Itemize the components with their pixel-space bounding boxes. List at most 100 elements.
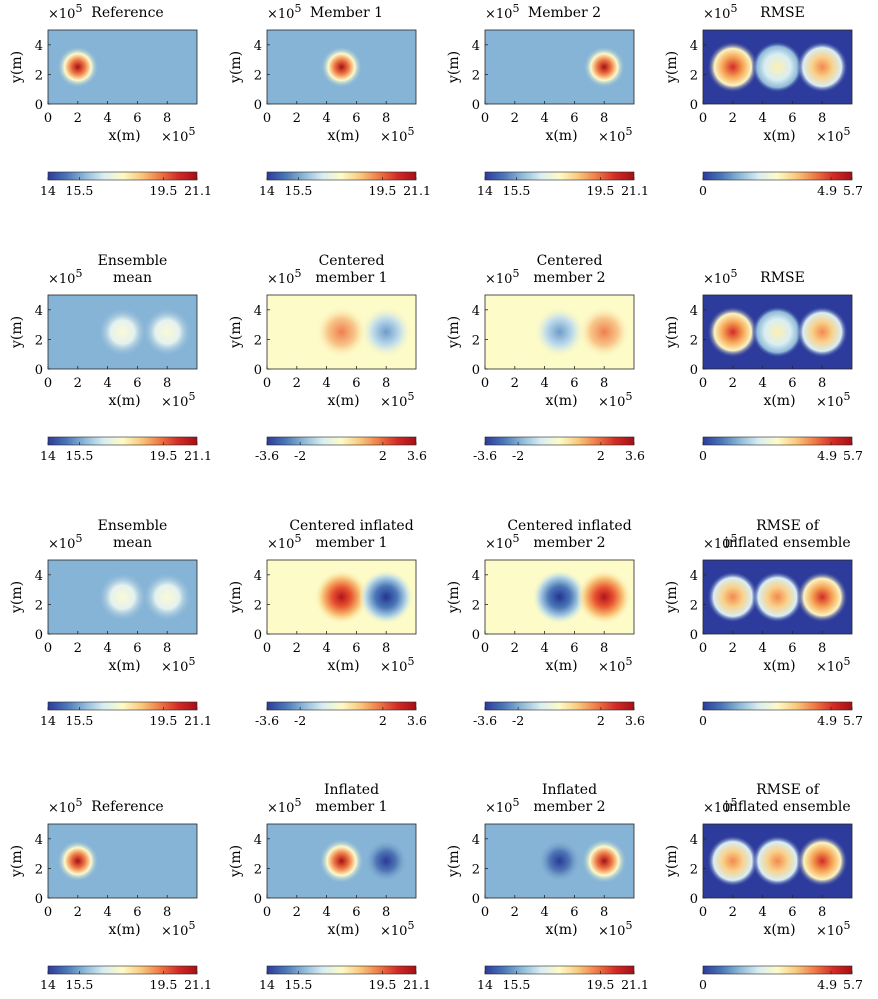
y-axis-multiplier: ×105 <box>48 796 82 816</box>
axes-frame <box>47 559 198 635</box>
axes-frame <box>702 294 853 370</box>
y-axis-label: y(m) <box>664 581 680 614</box>
field-blob <box>576 569 632 625</box>
field-image <box>703 824 852 898</box>
y-tick-label: 0 <box>35 892 43 907</box>
x-tick-label: 8 <box>818 641 826 656</box>
x-tick-label: 6 <box>352 111 360 126</box>
x-tick-label: 6 <box>133 376 141 391</box>
colorbar-tick-label: 15.5 <box>503 183 531 198</box>
colorbar-tick-label: 19.5 <box>369 183 397 198</box>
y-axis-label: y(m) <box>446 51 462 84</box>
colorbar <box>484 436 635 446</box>
subplot-title: inflated ensemble <box>724 535 850 551</box>
x-tick-label: 2 <box>74 111 82 126</box>
x-axis-multiplier: ×105 <box>161 919 195 939</box>
colorbar-tick-label: 15.5 <box>66 713 94 728</box>
y-tick-label: 4 <box>690 833 698 848</box>
y-tick-label: 0 <box>254 98 262 113</box>
y-tick-label: 4 <box>472 304 480 319</box>
y-tick-label: 0 <box>254 892 262 907</box>
x-tick-label: 2 <box>293 641 301 656</box>
x-tick-label: 2 <box>293 905 301 920</box>
subplot-4: RMSE 0 2 4 0 2 4 6 8 y(m) x(m) ×105 ×105 0 4.9 5.7 <box>664 2 863 198</box>
y-tick-label: 0 <box>35 363 43 378</box>
x-tick-label: 6 <box>570 905 578 920</box>
x-tick-label: 8 <box>163 905 171 920</box>
y-tick-label: 2 <box>254 333 262 348</box>
x-tick-label: 4 <box>322 376 330 391</box>
y-tick-label: 0 <box>35 628 43 643</box>
x-tick-label: 6 <box>788 376 796 391</box>
y-tick-label: 0 <box>254 628 262 643</box>
y-axis-multiplier: ×105 <box>485 532 519 552</box>
field-blob <box>751 306 804 358</box>
colorbar-tick-label: 4.9 <box>817 977 837 992</box>
colorbar-tick-label: -2 <box>512 448 524 463</box>
x-tick-label: 0 <box>481 641 489 656</box>
x-tick-label: 0 <box>481 376 489 391</box>
x-tick-label: 6 <box>788 641 796 656</box>
y-tick-label: 0 <box>472 363 480 378</box>
subplot-title: RMSE <box>760 5 805 21</box>
y-axis-multiplier: ×105 <box>48 267 82 287</box>
field-blob <box>532 569 587 625</box>
x-axis-label: x(m) <box>763 658 795 674</box>
field-image <box>703 30 852 104</box>
field-image <box>703 295 852 369</box>
field-blob <box>583 46 625 88</box>
colorbar-tick-label: 0 <box>699 448 707 463</box>
y-axis-multiplier: ×105 <box>485 267 519 287</box>
axes-frame <box>702 823 853 899</box>
y-axis-multiplier: ×105 <box>485 2 519 22</box>
subplot-title: Reference <box>91 799 163 815</box>
axes-frame <box>266 29 417 105</box>
subplot-title: member 1 <box>315 270 387 286</box>
y-axis-label: y(m) <box>228 316 244 349</box>
subplot-title: Centered <box>537 253 603 269</box>
x-axis-label: x(m) <box>327 658 359 674</box>
subplot-title: Reference <box>91 5 163 21</box>
field-blob <box>358 569 414 625</box>
x-axis-multiplier: ×105 <box>161 125 195 145</box>
field-blob <box>707 571 759 623</box>
field-image <box>48 560 197 634</box>
y-axis-label: y(m) <box>228 51 244 84</box>
x-tick-label: 0 <box>44 905 52 920</box>
colorbar-tick-label: 0 <box>699 183 707 198</box>
colorbar-tick-label: 21.1 <box>621 977 649 992</box>
x-tick-label: 4 <box>540 376 548 391</box>
y-tick-label: 2 <box>254 862 262 877</box>
x-tick-label: 2 <box>729 376 737 391</box>
field-image <box>485 295 634 369</box>
y-tick-label: 4 <box>254 39 262 54</box>
field-blob <box>751 41 804 93</box>
x-tick-label: 6 <box>570 641 578 656</box>
colorbar <box>47 701 198 711</box>
y-tick-label: 4 <box>254 304 262 319</box>
y-tick-label: 0 <box>472 98 480 113</box>
x-tick-label: 6 <box>133 905 141 920</box>
field-blob <box>707 41 759 93</box>
axes-frame <box>484 559 635 635</box>
colorbar-tick-label: 3.6 <box>625 713 645 728</box>
y-axis-multiplier: ×105 <box>703 796 737 816</box>
colorbar <box>266 171 417 181</box>
colorbar-tick-label: 4.9 <box>817 183 837 198</box>
y-tick-label: 2 <box>690 333 698 348</box>
y-tick-label: 4 <box>472 833 480 848</box>
x-axis-label: x(m) <box>763 922 795 938</box>
y-axis-multiplier: ×105 <box>48 532 82 552</box>
colorbar-tick-label: 15.5 <box>66 977 94 992</box>
y-tick-label: 4 <box>472 569 480 584</box>
subplot-title: Centered <box>319 253 385 269</box>
x-tick-label: 4 <box>103 905 111 920</box>
colorbar-tick-label: 3.6 <box>407 448 427 463</box>
colorbar-tick-label: 2 <box>597 448 605 463</box>
y-axis-multiplier: ×105 <box>485 796 519 816</box>
subplot-title: member 2 <box>533 535 605 551</box>
x-axis-multiplier: ×105 <box>598 655 632 675</box>
